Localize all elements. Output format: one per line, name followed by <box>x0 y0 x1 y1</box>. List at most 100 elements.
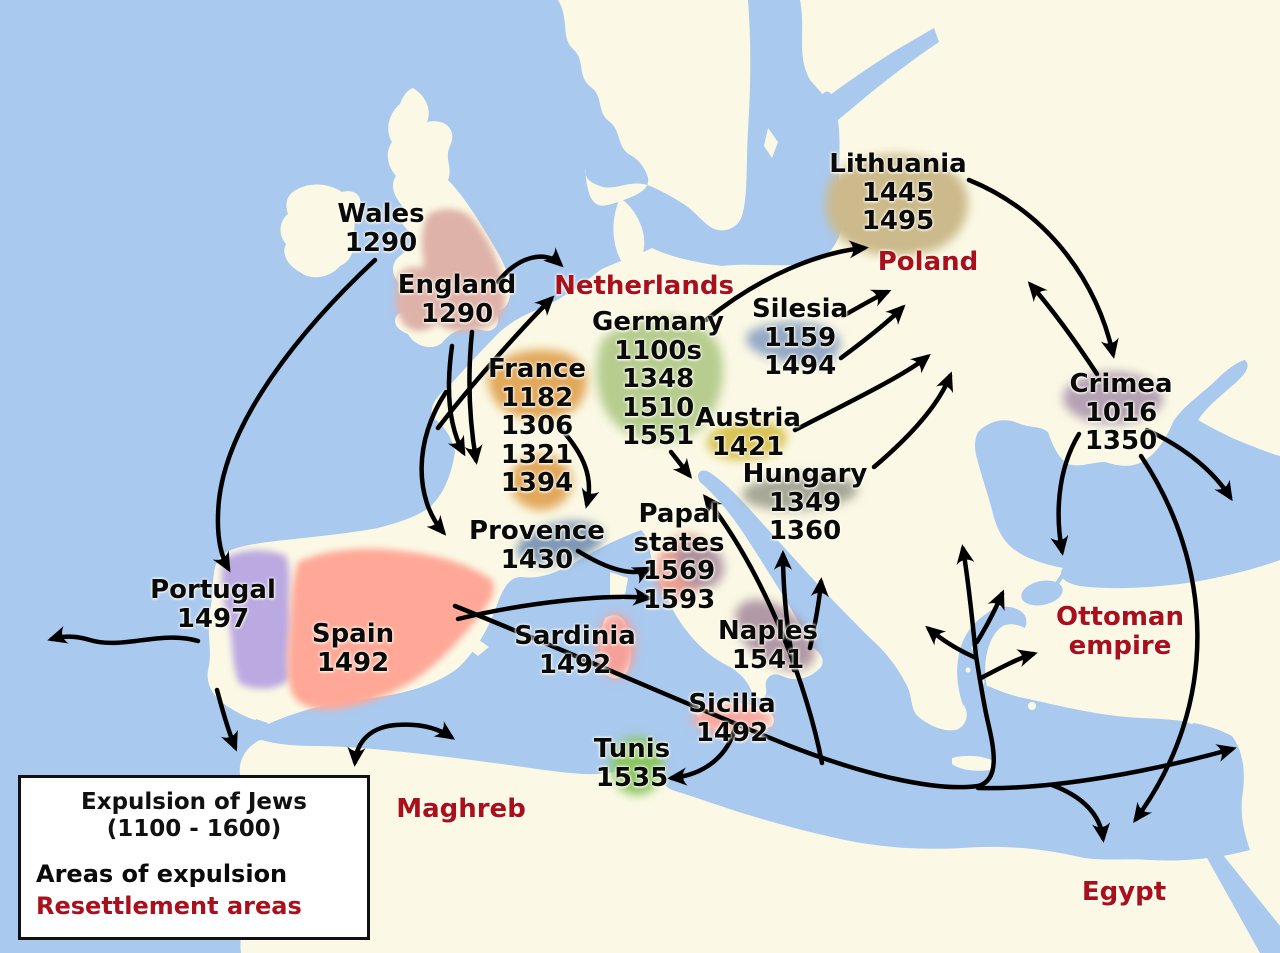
label-line: England <box>397 270 517 300</box>
arrow-england-france-2 <box>464 329 483 465</box>
label-line: Ottoman <box>1056 602 1184 632</box>
label-line: 1100s <box>614 335 702 366</box>
label-netherlands: Netherlands <box>554 272 734 301</box>
region-france-south <box>510 454 572 510</box>
arrow-england-netherlands <box>495 247 564 285</box>
label-line: Poland <box>877 247 979 277</box>
label-line: 1541 <box>731 644 805 675</box>
label-germany: Germany 1100s 1348 1510 1551 <box>592 308 724 451</box>
migration-arrows <box>47 177 1237 843</box>
region-lithuania <box>825 154 969 257</box>
arrow-branch-egypt-west <box>1049 782 1111 843</box>
arrow-silesia-east-2 <box>838 304 906 361</box>
label-ottoman: Ottoman empire <box>1056 603 1184 660</box>
label-line: 1350 <box>1084 426 1158 456</box>
arrow-portugal-morocco <box>214 687 238 752</box>
arrow-sicilia-tunis <box>667 721 739 786</box>
region-naples-south <box>735 599 815 671</box>
arrow-germany-adriatic <box>668 449 693 479</box>
arrow-wales-portugal <box>212 257 378 573</box>
legend-title-line2: (1100 - 1600) <box>106 816 282 842</box>
region-blobs <box>221 154 1163 795</box>
region-england <box>421 209 506 332</box>
label-line: Provence <box>469 516 605 546</box>
arrow-portugal-atlantic <box>47 626 201 646</box>
label-line: 1593 <box>642 584 716 615</box>
label-line: Sardinia <box>514 621 636 651</box>
region-hungary <box>742 473 858 511</box>
label-line: 1159 <box>763 322 837 353</box>
label-line: 1445 <box>861 177 935 208</box>
label-line: 1494 <box>763 351 837 381</box>
label-papal: Papal states 1569 1593 <box>634 500 725 614</box>
label-line: 1349 <box>768 487 842 518</box>
region-naples-north <box>676 541 724 589</box>
label-line: empire <box>1068 630 1172 661</box>
label-line: 1495 <box>861 206 935 236</box>
arrow-spain-maghreb <box>347 721 456 767</box>
region-wales <box>395 267 443 331</box>
island-corsica <box>610 572 628 600</box>
arrow-provence-papal <box>575 548 653 584</box>
label-line: Silesia <box>751 294 849 324</box>
arrow-branch-levant <box>975 744 1237 791</box>
arrow-branch-greece <box>925 625 979 661</box>
label-sicilia: Sicilia 1492 <box>688 690 775 747</box>
label-lithuania: Lithuania 1445 1495 <box>829 150 966 236</box>
arrow-hungary-northeast <box>871 371 954 470</box>
island-gotland <box>764 128 778 158</box>
label-line: 1321 <box>500 439 574 470</box>
arrow-austria-northeast <box>792 353 931 433</box>
lake <box>822 91 832 101</box>
label-egypt: Egypt <box>1082 878 1166 907</box>
legend-title-line1: Expulsion of Jews <box>81 789 307 815</box>
legend-expulsion-label: Areas of expulsion <box>36 860 288 888</box>
island-balearic <box>468 640 489 656</box>
label-naples: Naples 1541 <box>718 617 818 674</box>
arrow-lithuania-crimea <box>966 177 1119 359</box>
arrow-crimea-egypt <box>1133 453 1200 823</box>
label-line: Maghreb <box>396 794 526 824</box>
label-line: Hungary <box>742 459 868 489</box>
label-hungary: Hungary 1349 1360 <box>743 460 868 546</box>
label-line: 1016 <box>1084 397 1158 428</box>
label-line: 1569 <box>642 556 716 586</box>
label-line: 1421 <box>711 431 785 462</box>
label-line: Germany <box>592 307 724 337</box>
land-ireland <box>280 184 361 278</box>
label-france: France 1182 1306 1321 1394 <box>488 355 586 498</box>
label-line: 1492 <box>316 647 390 678</box>
label-line: 1492 <box>538 649 612 680</box>
label-line: states <box>633 527 725 558</box>
label-line: Austria <box>695 403 801 433</box>
region-france-north <box>488 349 587 421</box>
label-line: Sicilia <box>688 689 776 719</box>
label-tunis: Tunis 1535 <box>594 735 670 792</box>
label-sardinia: Sardinia 1492 <box>514 622 636 679</box>
arrow-balkan-north-2 <box>807 577 829 651</box>
label-line: 1290 <box>344 227 418 258</box>
island-rhodes <box>1028 702 1036 710</box>
arrow-adriatic-papal <box>702 494 825 766</box>
label-line: Wales <box>337 199 425 229</box>
label-portugal: Portugal 1497 <box>150 576 276 633</box>
region-tunis <box>611 737 663 795</box>
label-line: 1394 <box>500 468 574 498</box>
region-spain <box>288 548 494 710</box>
label-austria: Austria 1421 <box>695 404 801 461</box>
label-line: Egypt <box>1081 877 1167 907</box>
arrow-crimea-southeast <box>1144 427 1233 502</box>
label-line: France <box>487 354 587 384</box>
label-poland: Poland <box>878 248 979 277</box>
land-denmark <box>613 198 645 265</box>
label-line: Lithuania <box>829 149 967 179</box>
label-maghreb: Maghreb <box>396 795 526 824</box>
region-austria <box>707 419 787 461</box>
label-wales: Wales 1290 <box>337 200 424 257</box>
legend-title: Expulsion of Jews (1100 - 1600) <box>21 789 367 843</box>
label-crimea: Crimea 1016 1350 <box>1069 370 1172 456</box>
label-line: 1492 <box>695 717 769 748</box>
legend-box: Expulsion of Jews (1100 - 1600) Areas of… <box>18 775 370 940</box>
